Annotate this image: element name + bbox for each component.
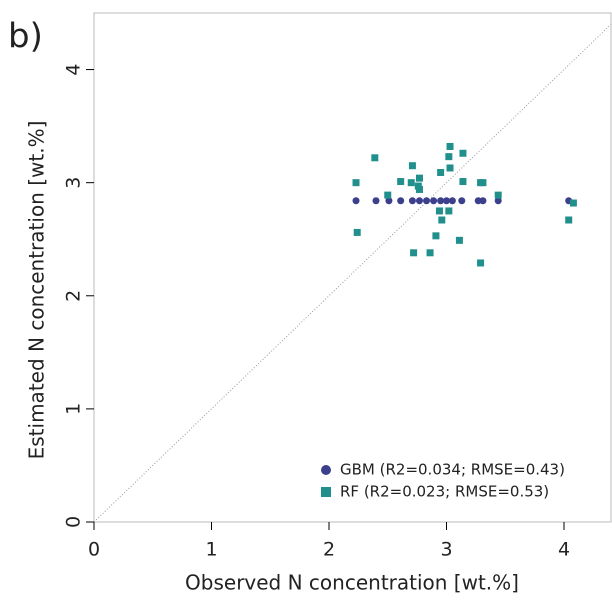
legend-label: GBM (R2=0.034; RMSE=0.43) — [340, 461, 565, 479]
point — [415, 174, 423, 182]
point — [352, 197, 360, 205]
point — [371, 154, 379, 162]
y-tick-label: 1 — [63, 403, 85, 415]
point — [438, 216, 446, 224]
point — [477, 259, 485, 267]
x-axis-label: Observed N concentration [wt.%] — [185, 571, 519, 595]
point — [437, 168, 445, 176]
point — [455, 236, 463, 244]
point — [352, 179, 360, 187]
point — [446, 164, 454, 172]
point — [435, 207, 443, 215]
point — [458, 197, 466, 205]
y-tick-label: 4 — [63, 64, 85, 76]
point — [372, 197, 380, 205]
point — [479, 179, 487, 187]
point — [448, 197, 456, 205]
point — [565, 216, 573, 224]
point — [397, 197, 405, 205]
point — [445, 207, 453, 215]
point — [415, 185, 423, 193]
plot-frame — [93, 12, 612, 523]
point — [397, 178, 405, 186]
point — [408, 162, 416, 170]
point — [407, 179, 415, 187]
point — [494, 197, 502, 205]
point — [494, 191, 502, 199]
legend-label: RF (R2=0.023; RMSE=0.53) — [340, 483, 549, 501]
y-tick-label: 0 — [63, 516, 85, 528]
point — [384, 191, 392, 199]
point — [443, 197, 450, 205]
point — [408, 197, 416, 205]
point — [569, 199, 577, 207]
panel-label: b) — [8, 17, 43, 57]
reference-line — [93, 23, 612, 523]
point — [423, 197, 431, 205]
point — [415, 197, 423, 205]
point — [410, 249, 418, 257]
y-tick-label: 2 — [63, 290, 85, 302]
point — [459, 178, 467, 186]
point — [353, 228, 361, 236]
x-tick-label: 1 — [205, 539, 217, 561]
y-tick-label: 3 — [63, 177, 85, 189]
point — [430, 197, 438, 205]
point — [385, 197, 393, 205]
x-tick-label: 3 — [440, 539, 452, 561]
point — [445, 153, 453, 161]
point — [459, 149, 467, 157]
x-tick-label: 2 — [323, 539, 335, 561]
point — [432, 232, 440, 240]
y-axis-label: Estimated N concentration [wt.%] — [25, 121, 49, 460]
point — [426, 249, 434, 257]
legend-marker — [321, 465, 331, 475]
legend-marker — [321, 487, 331, 497]
point — [446, 142, 454, 150]
point — [479, 197, 487, 205]
x-tick-label: 0 — [88, 539, 100, 561]
point — [437, 197, 445, 205]
x-tick-label: 4 — [558, 539, 570, 561]
